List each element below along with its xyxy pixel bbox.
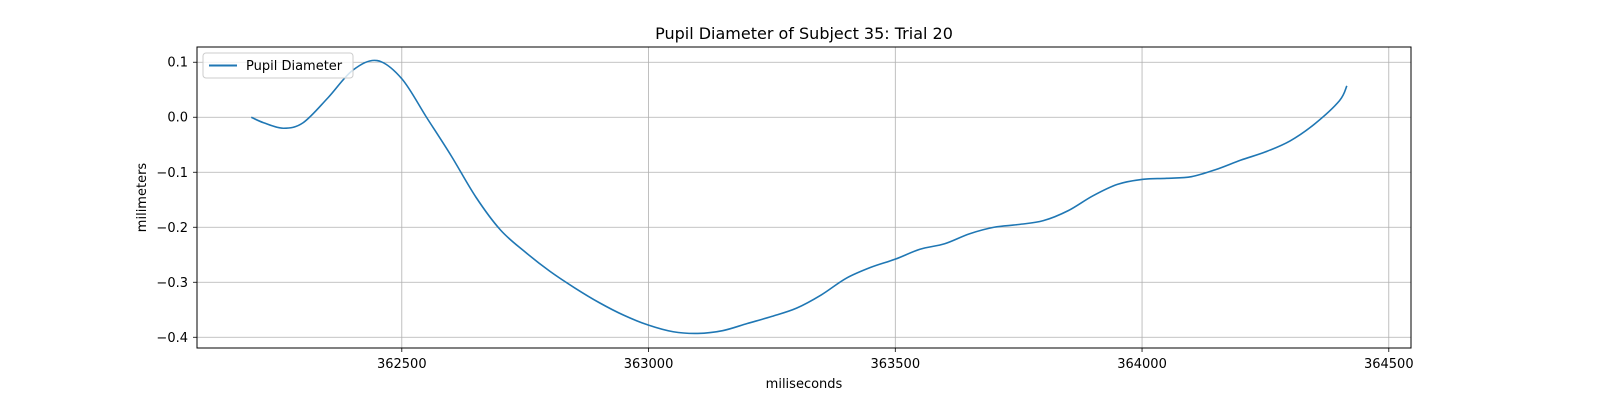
y-tick-label: 0.0 <box>167 111 188 126</box>
x-tick-label: 364000 <box>1117 357 1167 372</box>
plot-frame <box>196 46 1412 349</box>
grid <box>197 47 1411 348</box>
legend-box <box>202 52 354 79</box>
y-tick-label: 0.1 <box>167 56 188 71</box>
y-tick-label: −0.4 <box>156 331 188 346</box>
y-axis-label: milimeters <box>135 163 150 233</box>
x-tick-label: 362500 <box>377 357 427 372</box>
axis-ticks: 362500 363000 363500 364000 364500 0.1 0.0 −0.1… <box>156 56 1413 372</box>
y-tick-label: −0.3 <box>156 276 188 291</box>
y-tick-label: −0.1 <box>156 166 188 181</box>
x-tick-label: 363500 <box>870 357 920 372</box>
x-tick-label: 363000 <box>624 357 674 372</box>
x-axis-label: miliseconds <box>766 377 843 392</box>
chart-title: Pupil Diameter of Subject 35: Trial 20 <box>655 24 953 43</box>
x-tick-label: 364500 <box>1364 357 1414 372</box>
legend-label: Pupil Diameter <box>246 59 343 74</box>
y-tick-label: −0.2 <box>156 221 188 236</box>
series-layer <box>250 59 1348 335</box>
series-line-pupil-diameter <box>250 59 1348 335</box>
legend: Pupil Diameter <box>202 52 354 79</box>
